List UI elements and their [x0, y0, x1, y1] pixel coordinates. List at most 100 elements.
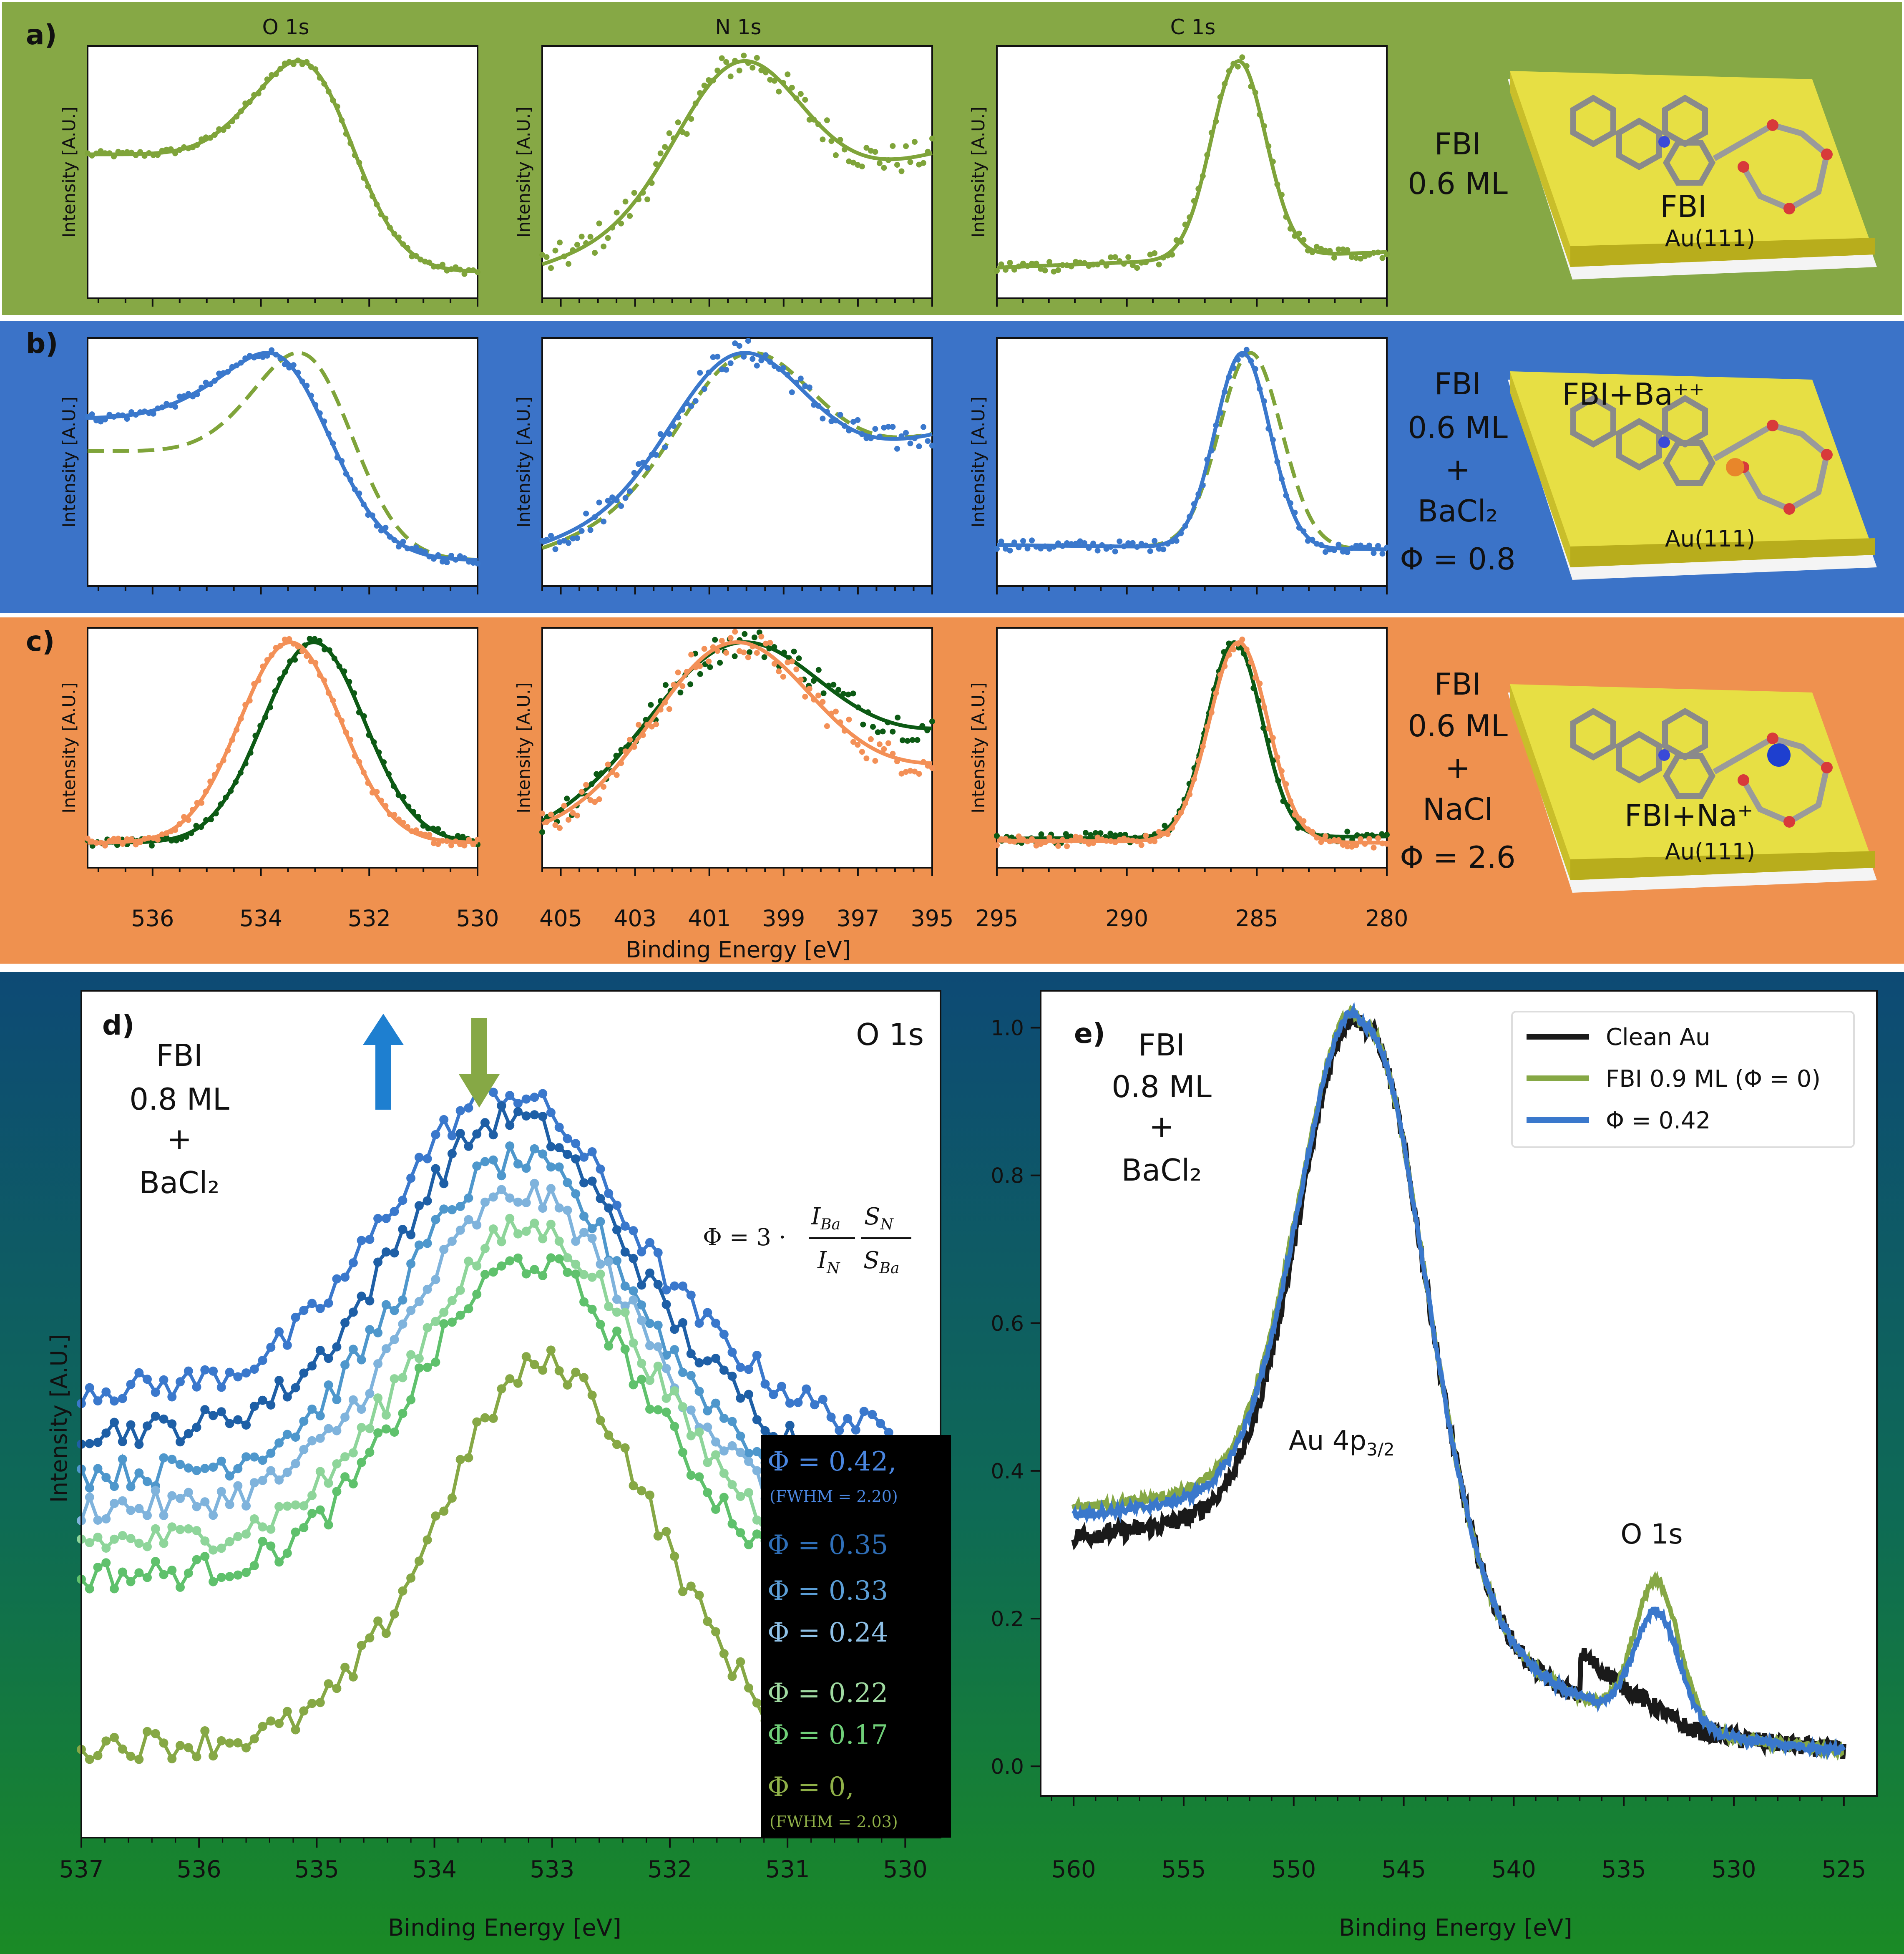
x-tick-label: 397	[836, 905, 879, 932]
data-point	[741, 354, 747, 360]
data-point	[324, 1424, 333, 1433]
data-point	[736, 1431, 745, 1441]
data-point	[266, 1716, 276, 1726]
data-point	[645, 1404, 654, 1414]
data-point	[1147, 252, 1153, 258]
x-tick-label: 550	[1271, 1856, 1316, 1883]
data-point	[216, 1382, 226, 1392]
data-point	[216, 1544, 226, 1553]
data-point	[898, 168, 905, 174]
molecule-ring	[1570, 708, 1616, 761]
data-point	[225, 1419, 234, 1428]
panel-e-sample: FBI 0.8 ML + BaCl₂	[1112, 1027, 1212, 1188]
molecule-ring	[1663, 440, 1716, 486]
data-point	[1358, 836, 1363, 842]
data-point	[719, 1365, 729, 1375]
data-point	[324, 1520, 333, 1530]
data-point	[686, 1471, 696, 1480]
data-point	[258, 1536, 267, 1546]
data-point	[233, 1481, 243, 1491]
au-slab-top	[1510, 71, 1875, 267]
data-point	[622, 495, 629, 501]
data-point	[1371, 844, 1377, 851]
data-point	[530, 1110, 539, 1120]
data-point	[563, 1206, 572, 1215]
data-point	[637, 1247, 646, 1257]
data-point	[1143, 833, 1149, 839]
data-point	[881, 746, 887, 752]
data-point	[686, 1371, 696, 1380]
data-point	[291, 1527, 300, 1537]
oxygen-atom	[1767, 119, 1778, 131]
data-point	[126, 1577, 136, 1586]
row-b-sample-line: 0.6 ML	[1408, 410, 1508, 445]
data-point	[480, 1118, 490, 1128]
data-point	[209, 1545, 218, 1555]
data-point	[167, 1392, 177, 1402]
data-point	[488, 1414, 498, 1423]
data-point	[596, 220, 602, 227]
data-point	[513, 1099, 523, 1108]
data-point	[657, 431, 664, 437]
data-point	[554, 1143, 564, 1153]
data-point	[307, 1508, 317, 1518]
data-point	[1112, 548, 1118, 554]
data-point	[406, 1395, 416, 1405]
data-point	[694, 1427, 704, 1437]
data-point	[661, 1408, 671, 1417]
data-point	[1055, 843, 1061, 849]
data-point	[1063, 831, 1069, 837]
data-point	[820, 136, 826, 143]
data-point	[546, 1162, 556, 1172]
label-e: e)	[1074, 1017, 1105, 1050]
data-point	[1097, 830, 1104, 836]
data-point	[653, 1320, 663, 1330]
data-point	[662, 144, 668, 150]
molecule-ring	[1570, 94, 1616, 148]
data-point	[802, 694, 808, 700]
data-point	[557, 825, 563, 831]
data-point	[505, 1374, 515, 1384]
data-point	[111, 836, 117, 842]
data-point	[645, 1319, 654, 1328]
data-point	[675, 669, 681, 675]
data-point	[241, 1452, 251, 1462]
data-point	[752, 1466, 762, 1476]
data-point	[324, 1380, 333, 1390]
data-point	[876, 160, 883, 166]
data-point	[151, 1524, 160, 1533]
data-point	[661, 1300, 671, 1309]
data-point	[472, 1161, 482, 1171]
data-point	[719, 1330, 729, 1339]
x-tick-label: 535	[294, 1856, 339, 1883]
data-point	[497, 1171, 506, 1181]
data-point	[357, 1458, 366, 1467]
data-point	[596, 1194, 605, 1204]
col-title-c1s: C 1s	[1170, 15, 1216, 39]
nitrogen-atom	[1658, 436, 1670, 448]
data-point	[818, 1395, 827, 1404]
up-arrow	[363, 1014, 404, 1110]
data-point	[134, 1539, 144, 1548]
data-point	[530, 1360, 539, 1369]
panel-ylabel: Intensity [A.U.]	[968, 106, 988, 237]
data-point	[118, 1437, 127, 1446]
data-point	[1129, 540, 1136, 546]
oxygen-atom	[1738, 774, 1749, 786]
data-point	[754, 363, 760, 369]
data-point	[579, 1373, 589, 1382]
data-point	[357, 1236, 366, 1245]
data-point	[820, 690, 827, 696]
data-point	[1366, 542, 1372, 549]
formula-den1: IN	[817, 1247, 840, 1277]
panel-b-c1s: Intensity [A.U.]	[968, 337, 1390, 594]
data-point	[184, 1488, 193, 1497]
data-point	[719, 366, 725, 373]
data-point	[216, 1573, 226, 1582]
data-point	[110, 1732, 119, 1742]
data-point	[423, 1239, 432, 1248]
data-point	[998, 539, 1004, 544]
data-point	[637, 1486, 646, 1496]
data-point	[291, 1459, 300, 1468]
panel-d-sample-line: BaCl₂	[139, 1165, 220, 1200]
